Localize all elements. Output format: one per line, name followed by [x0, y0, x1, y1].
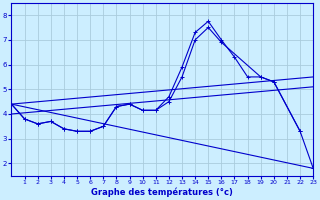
X-axis label: Graphe des températures (°c): Graphe des températures (°c): [92, 188, 233, 197]
